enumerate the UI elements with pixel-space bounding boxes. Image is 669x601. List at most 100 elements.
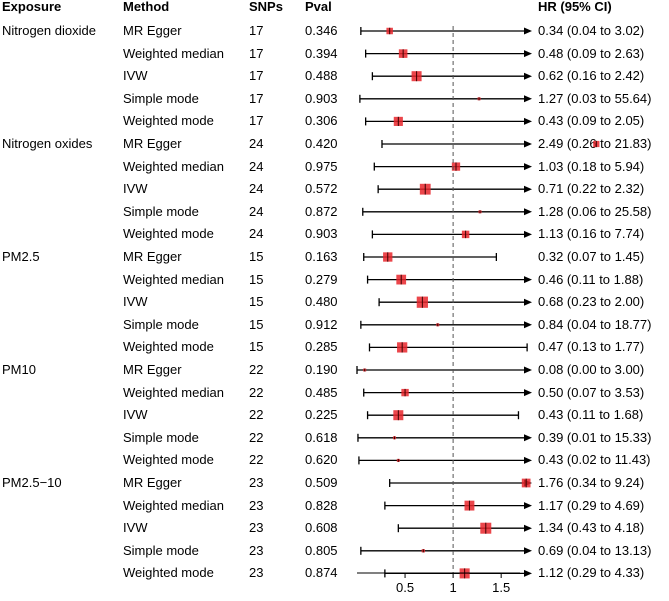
- hr-ci-text: 1.17 (0.29 to 4.69): [538, 497, 645, 513]
- hr-ci-text: 0.34 (0.04 to 3.02): [538, 23, 645, 38]
- snps-value: 17: [249, 45, 264, 61]
- ci-arrow-right: [524, 456, 532, 464]
- hr-ci-text: 0.68 (0.23 to 2.00): [538, 294, 645, 310]
- snps-value: 22: [249, 429, 264, 445]
- hr-ci-text: 0.43 (0.11 to 1.68): [538, 407, 644, 423]
- ci-arrow-right: [524, 389, 532, 397]
- x-tick-label: 0.5: [396, 580, 414, 595]
- hr-ci-text: 0.46 (0.11 to 1.88): [538, 271, 644, 287]
- snps-value: 24: [249, 158, 264, 174]
- hr-ci-text: 0.48 (0.09 to 2.63): [538, 45, 645, 61]
- header-pval: Pval: [305, 0, 332, 14]
- pval-value: 0.163: [305, 249, 338, 264]
- method-label: Weighted median: [123, 384, 224, 400]
- snps-value: 23: [249, 497, 264, 513]
- method-label: Weighted median: [123, 497, 224, 513]
- pval-value: 0.285: [305, 339, 338, 355]
- method-label: Weighted mode: [123, 565, 214, 581]
- method-label: Weighted median: [123, 158, 224, 174]
- snps-value: 17: [249, 113, 264, 129]
- method-label: MR Egger: [123, 249, 182, 264]
- ci-arrow-right: [524, 321, 532, 329]
- ci-arrow-right: [524, 95, 532, 103]
- hr-ci-text: 0.47 (0.13 to 1.77): [538, 339, 645, 355]
- ci-arrow-right: [524, 208, 532, 216]
- method-label: Simple mode: [123, 429, 199, 445]
- snps-value: 15: [249, 271, 264, 287]
- method-label: IVW: [123, 181, 148, 197]
- pval-value: 0.509: [305, 475, 338, 490]
- header-hr: HR (95% CI): [538, 0, 612, 14]
- snps-value: 24: [249, 226, 264, 242]
- hr-ci-text: 0.43 (0.09 to 2.05): [538, 113, 645, 129]
- snps-value: 22: [249, 452, 264, 468]
- method-label: Weighted mode: [123, 339, 214, 355]
- method-label: Weighted mode: [123, 226, 214, 242]
- hr-ci-text: 1.12 (0.29 to 4.33): [538, 565, 645, 581]
- header-snps: SNPs: [249, 0, 283, 14]
- hr-ci-text: 1.34 (0.43 to 4.18): [538, 520, 645, 536]
- pval-value: 0.903: [305, 226, 338, 242]
- snps-value: 23: [249, 475, 264, 490]
- hr-ci-text: 0.69 (0.04 to 13.13): [538, 542, 652, 558]
- hr-ci-text: 0.62 (0.16 to 2.42): [538, 68, 645, 84]
- pval-value: 0.485: [305, 384, 338, 400]
- snps-value: 15: [249, 249, 264, 264]
- ci-arrow-right: [524, 366, 532, 374]
- pval-value: 0.618: [305, 429, 338, 445]
- snps-value: 17: [249, 90, 264, 106]
- hr-ci-text: 0.71 (0.22 to 2.32): [538, 181, 645, 197]
- exposure-label: Nitrogen dioxide: [2, 23, 96, 38]
- pval-value: 0.874: [305, 565, 338, 581]
- method-label: Weighted mode: [123, 113, 214, 129]
- snps-value: 15: [249, 316, 264, 332]
- method-label: Weighted median: [123, 271, 224, 287]
- ci-arrow-right: [524, 547, 532, 555]
- pval-value: 0.190: [305, 362, 338, 377]
- hr-ci-text: 0.43 (0.02 to 11.43): [538, 452, 651, 468]
- hr-ci-text: 1.76 (0.34 to 9.24): [538, 475, 645, 490]
- snps-value: 23: [249, 520, 264, 536]
- pval-value: 0.975: [305, 158, 338, 174]
- ci-arrow-right: [524, 117, 532, 125]
- x-tick-label: 1.5: [492, 580, 510, 595]
- pval-value: 0.225: [305, 407, 338, 423]
- ci-arrow-right: [524, 185, 532, 193]
- method-label: IVW: [123, 407, 148, 423]
- pval-value: 0.912: [305, 316, 338, 332]
- pval-value: 0.828: [305, 497, 338, 513]
- pval-value: 0.306: [305, 113, 338, 129]
- snps-value: 24: [249, 181, 264, 197]
- hr-ci-text: 0.50 (0.07 to 3.53): [538, 384, 645, 400]
- exposure-label: PM2.5: [2, 249, 40, 264]
- ci-arrow-right: [524, 230, 532, 238]
- ci-arrow-right: [524, 298, 532, 306]
- ci-arrow-right: [524, 72, 532, 80]
- exposure-label: PM10: [2, 362, 36, 377]
- hr-ci-text: 0.84 (0.04 to 18.77): [538, 316, 652, 332]
- pval-value: 0.572: [305, 181, 338, 197]
- exposure-label: Nitrogen oxides: [2, 136, 93, 151]
- snps-value: 23: [249, 542, 264, 558]
- exposure-label: PM2.5−10: [2, 475, 62, 490]
- snps-value: 17: [249, 68, 264, 84]
- method-label: Weighted median: [123, 45, 224, 61]
- snps-value: 22: [249, 407, 264, 423]
- pval-value: 0.608: [305, 520, 338, 536]
- method-label: IVW: [123, 520, 148, 536]
- snps-value: 15: [249, 294, 264, 310]
- pval-value: 0.346: [305, 23, 338, 38]
- method-label: MR Egger: [123, 362, 182, 377]
- pval-value: 0.903: [305, 90, 338, 106]
- method-label: IVW: [123, 294, 148, 310]
- pval-value: 0.488: [305, 68, 338, 84]
- snps-value: 23: [249, 565, 264, 581]
- ci-arrow-right: [524, 27, 532, 35]
- hr-ci-text: 1.28 (0.06 to 25.58): [538, 203, 652, 219]
- method-label: IVW: [123, 68, 148, 84]
- pval-value: 0.394: [305, 45, 338, 61]
- snps-value: 15: [249, 339, 264, 355]
- pval-value: 0.279: [305, 271, 338, 287]
- method-label: MR Egger: [123, 475, 182, 490]
